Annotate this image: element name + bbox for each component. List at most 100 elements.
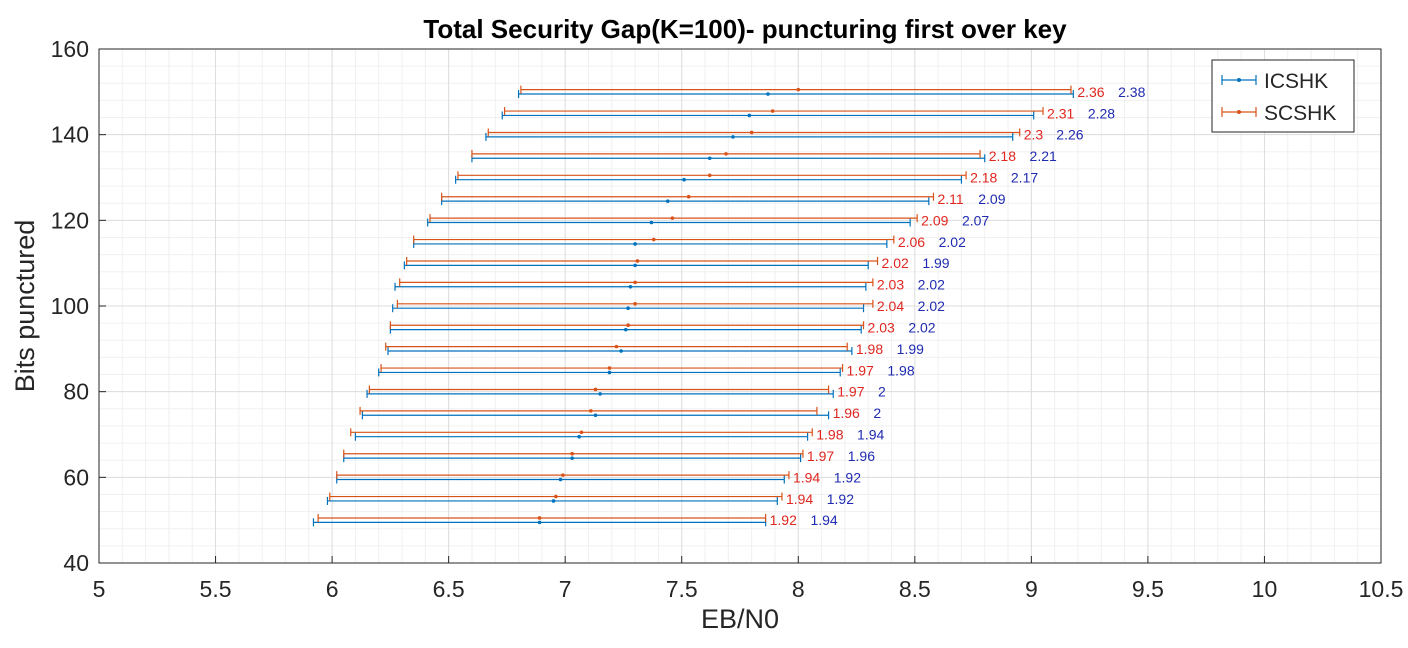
icshk-gap-label: 2.02 <box>908 319 935 335</box>
scshk-point <box>651 237 656 242</box>
scshk-point <box>537 516 542 520</box>
icshk-point <box>619 349 623 353</box>
icshk-gap-label: 2.38 <box>1118 84 1145 100</box>
x-tick-label: 7 <box>559 576 572 602</box>
x-tick-label: 9 <box>1025 576 1038 602</box>
icshk-gap-label: 2.26 <box>1056 127 1083 143</box>
icshk-gap-label: 1.99 <box>922 255 949 271</box>
icshk-gap-label: 2.09 <box>978 191 1005 207</box>
icshk-point <box>731 135 735 139</box>
scshk-point <box>796 87 801 92</box>
x-tick-label: 10.5 <box>1359 576 1404 602</box>
icshk-gap-label: 1.92 <box>827 491 854 507</box>
scshk-gap-label: 2.09 <box>921 212 948 228</box>
scshk-gap-label: 2.36 <box>1077 84 1104 100</box>
scshk-point <box>770 109 775 113</box>
scshk-gap-label: 1.98 <box>856 341 883 357</box>
scshk-gap-label: 2.18 <box>970 170 997 186</box>
icshk-gap-label: 1.96 <box>848 448 875 464</box>
icshk-gap-label: 2 <box>878 384 886 400</box>
y-tick-label: 80 <box>63 379 89 405</box>
y-tick-label: 160 <box>51 36 89 62</box>
scshk-gap-label: 1.94 <box>793 469 820 485</box>
axis-ticks: 5 5.5 6 6.5 7 7.5 8 8.5 9 9.5 10 10.5 40 60 80 100 120 14… <box>51 36 1404 602</box>
major-grid <box>98 48 1382 564</box>
gap-labels: 1.92 1.941.94 1.921.94 1.921.97 1.961.98 1.94… <box>770 84 1146 528</box>
scshk-gap-label: 2.06 <box>898 234 925 250</box>
x-tick-label: 7.5 <box>666 576 698 602</box>
icshk-gap-label: 2.07 <box>962 212 989 228</box>
icshk-point <box>633 242 637 246</box>
scshk-point <box>686 194 691 199</box>
x-tick-label: 6.5 <box>433 576 465 602</box>
scshk-point <box>554 494 558 499</box>
icshk-gap-label: 1.92 <box>834 469 861 485</box>
scshk-point <box>707 173 712 178</box>
icshk-legend-marker <box>1237 78 1241 82</box>
icshk-point <box>598 392 602 396</box>
icshk-gap-label: 1.94 <box>810 512 837 528</box>
icshk-gap-label: 2.28 <box>1088 105 1115 121</box>
icshk-point <box>633 263 637 268</box>
chart-title: Total Security Gap(K=100)- puncturing fi… <box>423 14 1067 44</box>
icshk-gap-label: 2 <box>873 405 881 421</box>
icshk-gap-label: 1.94 <box>857 427 884 443</box>
icshk-gap-label: 2.17 <box>1011 170 1038 186</box>
x-tick-label: 6 <box>326 576 339 602</box>
x-tick-label: 9.5 <box>1132 576 1164 602</box>
icshk-gap-label: 2.02 <box>918 298 945 314</box>
legend: ICSHK SCSHK <box>1211 59 1355 133</box>
x-tick-label: 10 <box>1252 576 1278 602</box>
error-bars <box>312 85 1074 527</box>
scshk-gap-label: 1.92 <box>770 512 797 528</box>
scshk-point <box>593 387 598 392</box>
scshk-gap-label: 1.97 <box>837 384 864 400</box>
x-tick-label: 5 <box>93 576 106 602</box>
icshk-point <box>628 284 633 289</box>
scshk-point <box>670 216 675 220</box>
y-tick-label: 100 <box>51 293 89 319</box>
scshk-point <box>749 130 754 135</box>
scshk-gap-label: 1.97 <box>847 362 874 378</box>
scshk-point <box>561 473 565 477</box>
scshk-point <box>626 323 630 328</box>
scshk-gap-label: 2.11 <box>937 191 963 207</box>
y-tick-label: 140 <box>51 122 89 148</box>
scshk-gap-label: 1.97 <box>807 448 834 464</box>
icshk-legend-label: ICSHK <box>1264 70 1328 93</box>
scshk-gap-label: 2.04 <box>877 298 904 314</box>
icshk-point <box>570 456 574 460</box>
scshk-point <box>614 344 619 349</box>
icshk-point <box>558 477 563 482</box>
scshk-gap-label: 1.94 <box>786 491 813 507</box>
x-axis-label: EB/N0 <box>701 604 779 634</box>
icshk-point <box>665 199 670 203</box>
icshk-gap-label: 1.98 <box>887 362 914 378</box>
icshk-point <box>766 92 770 96</box>
scshk-point <box>589 409 593 413</box>
scshk-point <box>724 152 728 156</box>
icshk-point <box>747 113 752 118</box>
icshk-point <box>626 306 630 311</box>
scshk-gap-label: 2.02 <box>882 255 909 271</box>
icshk-point <box>551 499 556 503</box>
scshk-point <box>635 259 640 263</box>
scshk-point <box>633 302 637 306</box>
scshk-gap-label: 2.18 <box>989 148 1016 164</box>
scshk-gap-label: 1.96 <box>833 405 860 421</box>
scshk-point <box>579 430 584 435</box>
scshk-gap-label: 2.03 <box>877 277 904 293</box>
scshk-point <box>607 366 612 370</box>
icshk-point <box>593 413 598 418</box>
scshk-gap-label: 2.3 <box>1024 127 1044 143</box>
legend-box <box>1211 59 1355 133</box>
scshk-point <box>633 280 637 285</box>
x-tick-label: 5.5 <box>200 576 232 602</box>
icshk-point <box>537 520 542 525</box>
icshk-point <box>649 220 654 225</box>
icshk-point <box>623 327 628 332</box>
y-axis-label: Bits punctured <box>10 220 40 393</box>
x-tick-label: 8 <box>792 576 805 602</box>
icshk-point <box>707 156 712 161</box>
